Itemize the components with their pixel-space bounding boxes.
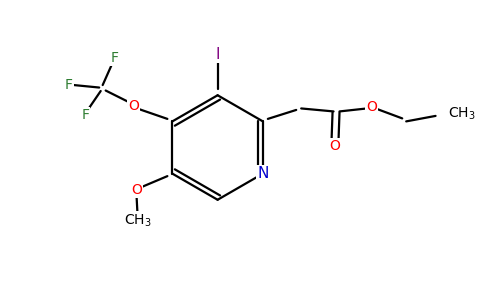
Text: F: F bbox=[111, 51, 119, 65]
Text: I: I bbox=[215, 47, 220, 62]
Text: O: O bbox=[366, 100, 378, 114]
Text: CH$_3$: CH$_3$ bbox=[448, 105, 476, 122]
Text: O: O bbox=[131, 183, 142, 196]
Text: O: O bbox=[128, 100, 139, 113]
Text: F: F bbox=[81, 108, 89, 122]
Text: F: F bbox=[65, 78, 73, 92]
Text: O: O bbox=[330, 139, 340, 153]
Text: N: N bbox=[257, 166, 269, 181]
Text: CH$_3$: CH$_3$ bbox=[124, 212, 151, 229]
